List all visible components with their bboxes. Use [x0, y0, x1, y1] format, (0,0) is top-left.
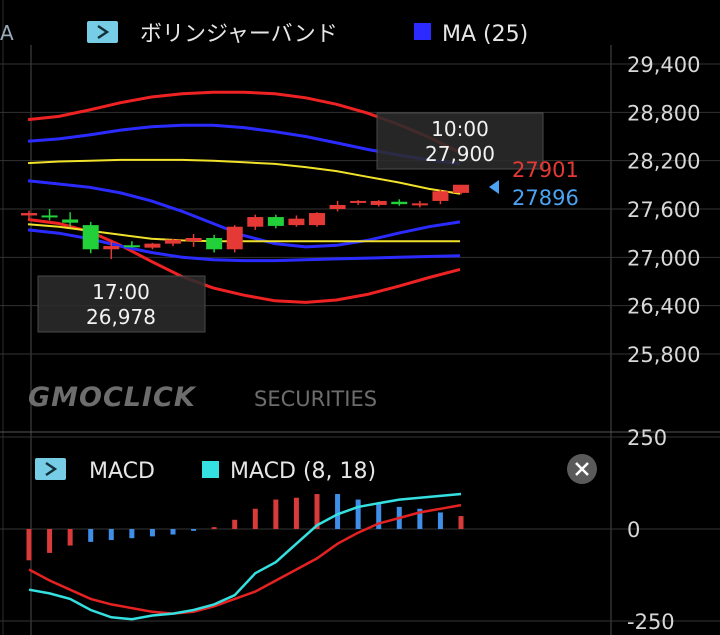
macd-histogram-bar — [273, 499, 279, 529]
macd-tick-label: 250 — [627, 426, 667, 450]
macd-histogram-bar — [458, 516, 464, 529]
macd-title: MACD — [89, 459, 155, 484]
candle-body — [267, 217, 284, 226]
macd-axis: 250 0 -250 — [627, 426, 675, 634]
macd-histogram-bar — [417, 508, 423, 529]
macd-histogram-bar — [149, 529, 155, 537]
price-tick-label: 29,400 — [627, 53, 700, 77]
low-tooltip-time: 17:00 — [92, 280, 150, 304]
macd-legend-swatch — [202, 461, 219, 478]
bid-price: 27896 — [512, 186, 579, 210]
candle-body — [82, 225, 99, 250]
high-tooltip: 10:00 27,900 — [376, 112, 544, 170]
macd-histogram-bar — [170, 529, 176, 535]
ma-legend-label: MA (25) — [442, 22, 528, 47]
candle-body — [288, 218, 305, 226]
watermark-brand: GMOCLICK — [28, 382, 197, 413]
close-icon — [575, 462, 589, 476]
macd-tick-label: 0 — [627, 518, 640, 542]
ask-price: 27901 — [512, 158, 579, 182]
macd-histogram-bar — [232, 519, 238, 529]
candle-body — [453, 184, 469, 193]
current-price-marker-icon — [489, 180, 499, 194]
macd-histogram-bar — [47, 529, 53, 553]
candle-body — [165, 239, 181, 244]
moving-average-line-2 — [27, 223, 460, 243]
candle-body — [432, 191, 449, 201]
macd-histogram-bar — [88, 529, 94, 542]
macd-toggle-button[interactable] — [35, 458, 66, 480]
candle-body — [247, 217, 264, 227]
candle-body — [391, 201, 408, 205]
chevron-right-icon — [45, 462, 58, 476]
candle-body — [41, 215, 58, 218]
indicator-name: ボリンジャーバンド — [140, 22, 338, 47]
high-tooltip-value: 27,900 — [425, 142, 495, 166]
candle-body — [329, 204, 346, 209]
candle-body — [206, 238, 223, 250]
candle-body — [370, 200, 387, 205]
macd-histogram-bar — [211, 527, 217, 529]
price-tick-label: 28,800 — [627, 101, 700, 125]
candle-body — [185, 238, 202, 242]
candle-body — [309, 213, 325, 226]
candle-body — [144, 243, 161, 248]
macd-histogram — [26, 494, 464, 561]
macd-legend-label: MACD (8, 18) — [230, 459, 376, 484]
price-tick-label: 27,600 — [627, 198, 700, 222]
watermark-sub: SECURITIES — [254, 387, 377, 411]
macd-histogram-bar — [335, 494, 341, 529]
macd-histogram-bar — [129, 529, 135, 539]
macd-histogram-bar — [108, 529, 114, 541]
candlesticks — [21, 184, 469, 260]
candle-body — [62, 219, 79, 223]
macd-histogram-bar — [314, 494, 320, 529]
price-tick-label: 26,400 — [627, 295, 700, 319]
candle-body — [103, 246, 120, 250]
macd-histogram-bar — [355, 499, 361, 529]
moving-average-line — [27, 158, 461, 195]
macd-lines — [28, 492, 462, 621]
lower-outer-band — [27, 218, 461, 304]
close-macd-button[interactable] — [567, 454, 597, 484]
macd-histogram-bar — [26, 529, 32, 561]
lower-inner-band-2 — [27, 228, 461, 263]
price-tick-label: 27,000 — [627, 246, 700, 270]
macd-histogram-bar — [437, 512, 443, 529]
ma-legend-swatch — [414, 23, 431, 40]
macd-histogram-bar — [67, 529, 73, 546]
candle-body — [411, 203, 428, 206]
chevron-right-icon — [97, 25, 110, 39]
macd-histogram-bar — [252, 508, 258, 529]
price-tick-label: 28,200 — [627, 150, 700, 174]
macd-tick-label: -250 — [627, 610, 675, 634]
signal-line — [28, 503, 462, 615]
macd-line — [28, 492, 462, 621]
low-tooltip-value: 26,978 — [86, 305, 156, 329]
high-tooltip-time: 10:00 — [431, 117, 489, 141]
edge-label: A — [0, 21, 14, 45]
bollinger-toggle-button[interactable] — [87, 21, 118, 43]
candle-body — [123, 245, 140, 248]
macd-histogram-bar — [191, 529, 197, 531]
low-tooltip: 17:00 26,978 — [37, 275, 206, 333]
candle-body — [350, 200, 367, 203]
price-tick-label: 25,800 — [627, 343, 700, 367]
price-axis: 29,400 28,800 28,200 27,600 27,000 26,400 25,8… — [627, 53, 700, 367]
macd-histogram-bar — [376, 503, 382, 529]
candle-body — [21, 213, 37, 216]
macd-histogram-bar — [293, 497, 299, 529]
candle-body — [226, 226, 243, 250]
lower-inner-band — [27, 179, 461, 249]
